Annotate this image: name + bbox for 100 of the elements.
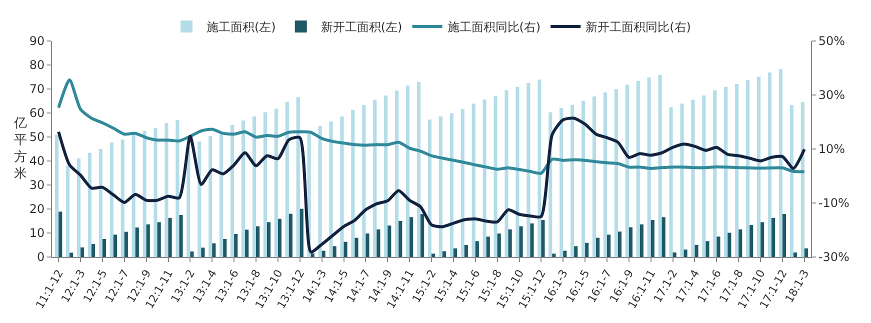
bar	[245, 230, 249, 257]
legend-label: 施工面积同比(右)	[447, 20, 541, 34]
legend-label: 施工面积(左)	[206, 20, 276, 34]
bar	[625, 84, 629, 257]
bar	[728, 232, 732, 257]
bar	[410, 217, 414, 257]
bar	[772, 218, 776, 257]
bar	[113, 234, 117, 257]
bar	[628, 227, 632, 257]
bar	[432, 254, 436, 257]
bar	[310, 253, 314, 257]
bar	[516, 86, 520, 257]
bar	[428, 119, 432, 257]
bar	[552, 254, 556, 257]
bar	[190, 251, 194, 257]
y-tick-label: 70	[29, 82, 45, 96]
bar	[322, 250, 326, 257]
bar	[570, 104, 574, 257]
bar	[373, 100, 377, 257]
bar	[110, 142, 114, 257]
bar	[164, 122, 168, 257]
bar	[800, 102, 804, 257]
bar	[750, 225, 754, 257]
bar	[102, 239, 106, 257]
bar	[453, 248, 457, 257]
bar	[738, 229, 742, 257]
bar	[756, 76, 761, 257]
bar	[146, 224, 150, 257]
bar	[640, 224, 644, 257]
bar	[376, 229, 380, 257]
bar	[519, 226, 523, 257]
bar	[98, 149, 102, 257]
bar	[636, 80, 640, 257]
bar	[650, 220, 654, 257]
bar	[340, 116, 344, 257]
bar	[288, 214, 292, 257]
bar	[706, 241, 710, 257]
bar	[460, 109, 464, 257]
y-tick-label: 50	[29, 130, 45, 144]
bar	[208, 136, 212, 257]
bar	[760, 222, 764, 257]
bar	[596, 238, 600, 257]
bar	[606, 234, 611, 257]
bar	[702, 95, 706, 257]
bar	[486, 236, 490, 257]
bar	[70, 252, 74, 257]
bar	[241, 120, 246, 257]
bar	[482, 100, 486, 257]
bar	[366, 233, 370, 257]
bar	[362, 104, 366, 257]
bar	[442, 251, 446, 257]
bar	[124, 232, 128, 257]
bar	[724, 86, 728, 257]
bar	[278, 218, 282, 257]
y-tick-label: 80	[29, 58, 45, 72]
bar	[614, 89, 618, 257]
y2-tick-label: 50%	[818, 34, 846, 48]
bar	[318, 126, 322, 257]
bar	[541, 220, 545, 257]
bar	[300, 208, 304, 257]
bar	[135, 227, 139, 257]
bar	[662, 217, 666, 257]
bar	[647, 77, 651, 257]
bar	[530, 223, 534, 257]
bar	[76, 158, 81, 257]
bar	[768, 72, 772, 257]
bar	[592, 96, 596, 257]
bar	[142, 131, 146, 257]
bar	[354, 238, 358, 257]
bar	[494, 96, 498, 257]
bar	[406, 86, 410, 257]
bar	[234, 234, 238, 257]
bar	[223, 239, 227, 257]
bar	[793, 252, 798, 257]
bar	[804, 248, 808, 257]
bar	[508, 229, 512, 257]
bar	[91, 244, 96, 257]
bar	[263, 112, 267, 257]
bar	[388, 226, 392, 257]
bar	[398, 221, 402, 257]
bar	[266, 222, 271, 257]
bar	[713, 90, 717, 257]
bar	[80, 247, 84, 257]
bar	[658, 74, 662, 257]
bar	[296, 97, 300, 257]
bar	[230, 125, 234, 257]
y-tick-label: 90	[29, 34, 45, 48]
bar	[132, 134, 136, 257]
bar	[179, 215, 183, 257]
y2-tick-label: -10%	[818, 196, 850, 210]
bar	[220, 132, 224, 257]
bar	[735, 84, 739, 257]
bar	[526, 83, 530, 257]
bar	[384, 95, 388, 257]
bar	[168, 218, 172, 257]
y-tick-label: 20	[29, 202, 45, 216]
bar	[154, 128, 158, 257]
bar	[450, 113, 454, 257]
bar	[672, 252, 676, 257]
bar	[472, 104, 476, 257]
